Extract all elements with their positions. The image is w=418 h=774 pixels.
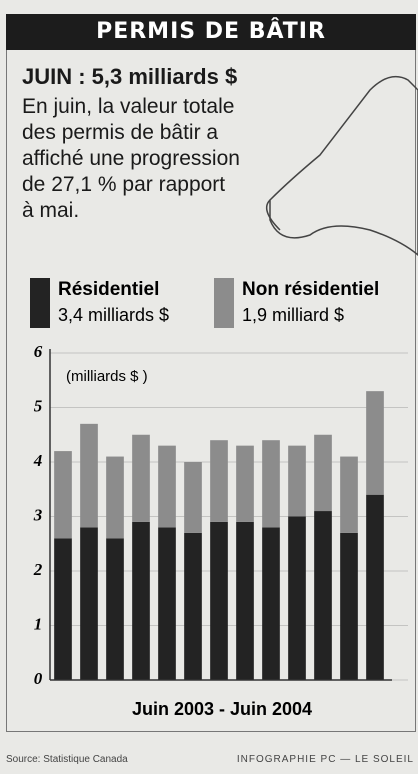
bar-segment bbox=[288, 446, 306, 517]
headline: JUIN : 5,3 milliards $ bbox=[22, 64, 237, 90]
bar-segment bbox=[288, 517, 306, 681]
x-axis-label: Juin 2003 - Juin 2004 bbox=[132, 699, 312, 719]
bar-segment bbox=[340, 533, 358, 680]
legend-name: Résidentiel bbox=[58, 279, 159, 300]
hammer-head bbox=[270, 77, 418, 255]
bar-segment bbox=[184, 462, 202, 533]
bar-segment bbox=[262, 527, 280, 680]
bar-segment bbox=[210, 440, 228, 522]
bar-segment bbox=[340, 457, 358, 533]
body-line: des permis de bâtir a bbox=[22, 120, 218, 146]
legend-name: Non résidentiel bbox=[242, 279, 379, 300]
legend-amount: 3,4 milliards $ bbox=[58, 305, 169, 325]
body-line: En juin, la valeur totale bbox=[22, 94, 234, 120]
bar-segment bbox=[314, 511, 332, 680]
bar-segment bbox=[314, 435, 332, 511]
bar-segment bbox=[54, 451, 72, 538]
y-tick-label: 6 bbox=[34, 342, 43, 361]
bar-segment bbox=[366, 391, 384, 495]
bar-segment bbox=[132, 435, 150, 522]
source: Source: Statistique Canada bbox=[6, 754, 128, 765]
bar-segment bbox=[106, 538, 124, 680]
bar-segment bbox=[236, 446, 254, 522]
bar-segment bbox=[132, 522, 150, 680]
bar-segment bbox=[366, 495, 384, 680]
legend-swatch bbox=[30, 278, 50, 328]
y-tick-label: 0 bbox=[34, 669, 43, 688]
y-tick-label: 5 bbox=[34, 396, 43, 415]
y-tick-label: 1 bbox=[34, 614, 43, 633]
credit: INFOGRAPHIE PC — LE SOLEIL bbox=[237, 754, 414, 765]
bar-segment bbox=[210, 522, 228, 680]
bar-segment bbox=[236, 522, 254, 680]
bar-segment bbox=[80, 424, 98, 528]
bar-segment bbox=[80, 527, 98, 680]
legend-swatch bbox=[214, 278, 234, 328]
bar-segment bbox=[158, 527, 176, 680]
unit-annotation: (milliards $ ) bbox=[66, 368, 148, 385]
bar-segment bbox=[158, 446, 176, 528]
y-tick-label: 4 bbox=[33, 451, 43, 470]
y-tick-label: 2 bbox=[33, 560, 43, 579]
legend-amount: 1,9 milliard $ bbox=[242, 305, 344, 325]
body-line: de 27,1 % par rapport bbox=[22, 172, 225, 198]
bar-segment bbox=[106, 457, 124, 539]
hammer-illustration bbox=[250, 60, 418, 260]
page: {"title": "PERMIS DE BÂTIR", "headline":… bbox=[0, 0, 418, 774]
bar-segment bbox=[262, 440, 280, 527]
body-line: à mai. bbox=[22, 198, 79, 224]
y-tick-label: 3 bbox=[33, 505, 43, 524]
body-line: affiché une progression bbox=[22, 146, 240, 172]
chart: Juin 2003 - Juin 2004 (milliards $ ) Rés… bbox=[0, 270, 418, 730]
bar-segment bbox=[184, 533, 202, 680]
bar-segment bbox=[54, 538, 72, 680]
title: PERMIS DE BÂTIR bbox=[6, 14, 416, 50]
